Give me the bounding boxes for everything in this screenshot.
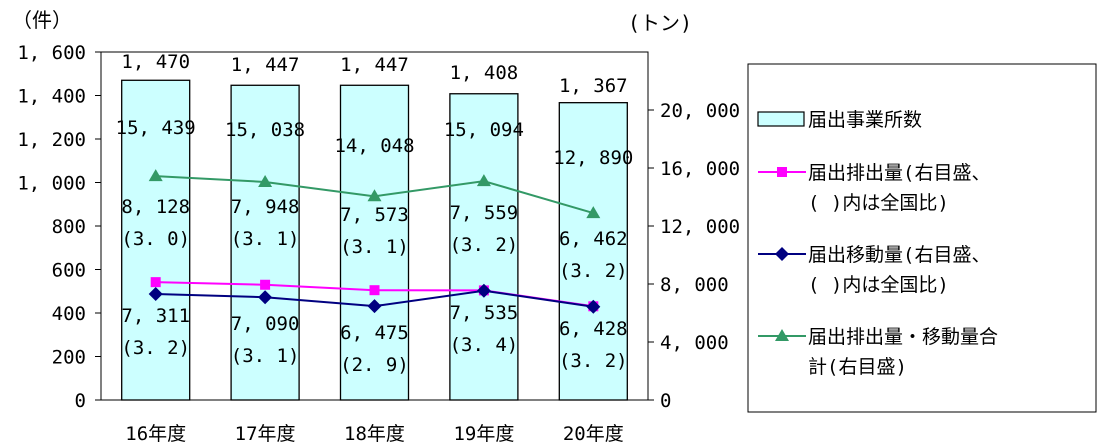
data-point [150, 277, 161, 288]
data-label: (3. 2) [450, 234, 519, 256]
data-point [148, 169, 163, 182]
bar [230, 84, 300, 401]
data-point [258, 290, 273, 305]
data-labels: 1, 470 15, 439 8, 128 (3. 0) 7, 311 (3. 2) 1, … [116, 51, 634, 376]
data-point [777, 167, 787, 177]
left-axis-tick-label: 0 [75, 390, 86, 412]
x-axis-tick-label: 17年度 [235, 423, 296, 445]
data-label: 8, 128 [121, 196, 190, 218]
data-label: (3. 0) [121, 228, 190, 250]
left-axis-tick-label: 400 [52, 303, 86, 325]
data-point [260, 279, 271, 290]
data-label: 6, 462 [559, 228, 628, 250]
data-point [476, 283, 491, 298]
data-label: 12, 890 [553, 147, 633, 169]
data-point [775, 247, 789, 261]
left-axis-tick-label: 800 [52, 216, 86, 238]
data-point [586, 299, 601, 314]
bar [339, 84, 410, 401]
left-axis-unit: （件） [12, 8, 72, 32]
data-label: (3. 1) [231, 345, 300, 367]
data-label: (3. 2) [559, 350, 628, 372]
bar-series [121, 79, 628, 401]
data-label: 7, 573 [340, 204, 409, 226]
data-label: 1, 447 [340, 54, 409, 76]
legend-label: ( )内は全国比) [808, 274, 949, 296]
right-axis-tick-label: 12, 000 [660, 216, 740, 238]
data-label: 6, 428 [559, 318, 628, 340]
data-label: (3. 4) [450, 334, 519, 356]
left-axis-tick-label: 200 [52, 347, 86, 369]
data-label: (3. 2) [559, 260, 628, 282]
data-label: (3. 2) [121, 337, 190, 359]
data-label: 15, 094 [444, 119, 524, 141]
x-axis-tick-label: 18年度 [344, 423, 405, 445]
right-axis-tick-label: 16, 000 [660, 158, 740, 180]
data-point [476, 174, 491, 187]
legend-label: ( )内は全国比) [808, 192, 949, 214]
data-label: (2. 9) [340, 354, 409, 376]
data-label: 7, 948 [231, 196, 300, 218]
bar [121, 79, 191, 401]
legend-box [747, 63, 1097, 413]
legend-label: 届出移動量(右目盛、 [808, 244, 990, 266]
data-label: 1, 408 [450, 62, 519, 84]
data-label: 6, 475 [340, 322, 409, 344]
legend-label: 届出排出量・移動量合 [808, 326, 998, 348]
data-label: 1, 367 [559, 75, 628, 97]
bar [449, 93, 519, 401]
bar [558, 102, 628, 401]
left-axis-tick-label: 1, 600 [17, 42, 86, 64]
left-axis-tick-label: 1, 200 [17, 129, 86, 151]
legend-swatch-bar [757, 111, 805, 127]
x-axis-tick-label: 16年度 [125, 423, 186, 445]
data-point [369, 285, 380, 296]
data-label: (3. 1) [340, 236, 409, 258]
data-point [367, 299, 382, 314]
right-axis-tick-label: 20, 000 [660, 100, 740, 122]
right-axis-tick-label: 8, 000 [660, 274, 729, 296]
legend-label: 届出排出量(右目盛、 [808, 162, 990, 184]
line-series [148, 169, 601, 314]
legend-label: 計(右目盛) [808, 356, 907, 378]
data-label: 15, 439 [116, 117, 196, 139]
data-point [775, 329, 789, 341]
data-point [586, 206, 601, 219]
data-label: 7, 090 [231, 313, 300, 335]
legend-label: 届出事業所数 [808, 109, 922, 131]
data-point [148, 286, 163, 301]
data-label: (3. 1) [231, 228, 300, 250]
x-axis-tick-label: 19年度 [453, 423, 514, 445]
data-point [367, 189, 382, 202]
axes: （件） (トン) 0 200 400 600 800 1, 000 1, 200 1, 400… [12, 8, 740, 445]
data-label: 1, 447 [231, 54, 300, 76]
right-axis-tick-label: 4, 000 [660, 332, 729, 354]
right-axis-unit: (トン) [628, 11, 692, 35]
left-axis-tick-label: 600 [52, 260, 86, 282]
data-label: 14, 048 [334, 135, 414, 157]
left-axis-tick-label: 1, 400 [17, 86, 86, 108]
data-label: 7, 311 [121, 305, 190, 327]
data-label: 7, 535 [450, 302, 519, 324]
data-label: 7, 559 [450, 202, 519, 224]
right-axis-tick-label: 0 [660, 390, 671, 412]
data-label: 1, 470 [121, 51, 190, 73]
data-point [258, 174, 273, 187]
left-axis-tick-label: 1, 000 [17, 173, 86, 195]
data-label: 15, 038 [225, 119, 305, 141]
x-axis-tick-label: 20年度 [563, 423, 624, 445]
